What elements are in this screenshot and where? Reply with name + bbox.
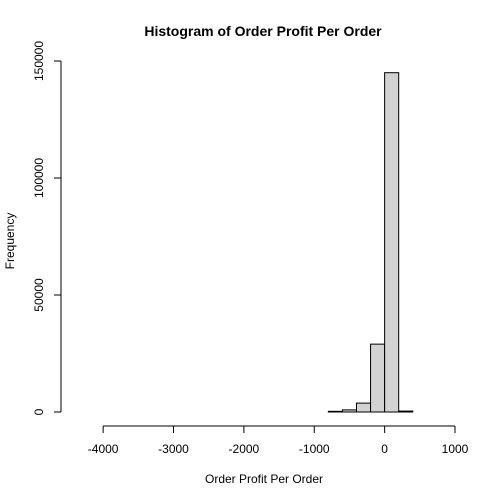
- x-tick-label: -4000: [88, 442, 119, 456]
- y-tick-label: 0: [32, 408, 46, 415]
- histogram-bar: [341, 409, 357, 413]
- histogram-bar: [327, 410, 343, 413]
- x-tick-label: 0: [381, 442, 388, 456]
- histogram-bar: [384, 72, 400, 413]
- x-tick-label: 1000: [442, 442, 469, 456]
- x-axis-label: Order Profit Per Order: [205, 472, 323, 486]
- x-tick-label: -1000: [299, 442, 330, 456]
- bars-group: [327, 72, 414, 413]
- histogram-bar: [370, 343, 386, 413]
- x-tick-label: -2000: [229, 442, 260, 456]
- histogram-bar: [398, 410, 414, 413]
- y-tick-label: 150000: [32, 41, 46, 81]
- x-axis: -4000 -3000 -2000 -1000 0 1000: [88, 425, 469, 456]
- y-axis-label: Frequency: [3, 213, 17, 270]
- y-tick-label: 100000: [32, 158, 46, 198]
- histogram-bar: [355, 402, 372, 413]
- y-axis: 0 50000 100000 150000: [32, 41, 62, 415]
- y-tick-label: 50000: [32, 278, 46, 312]
- x-tick-label: -3000: [158, 442, 189, 456]
- chart-title: Histogram of Order Profit Per Order: [144, 23, 382, 39]
